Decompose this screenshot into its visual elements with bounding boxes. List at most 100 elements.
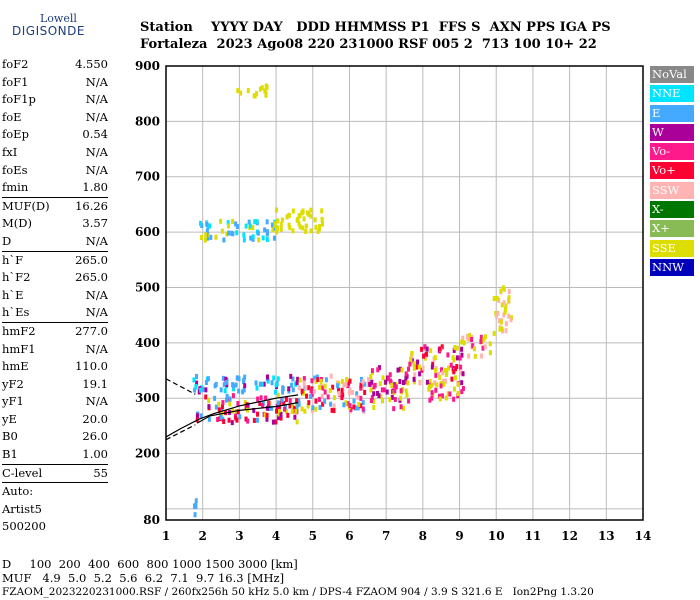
- param-row: D N/A: [2, 233, 108, 252]
- echo-point: [296, 402, 300, 408]
- echo-point: [418, 380, 422, 386]
- echo-point: [244, 223, 248, 229]
- param-value: N/A: [85, 144, 108, 159]
- echo-point: [222, 382, 226, 388]
- echo-point: [227, 223, 231, 229]
- echo-point: [236, 400, 240, 406]
- echo-point: [298, 224, 302, 230]
- echo-point: [200, 234, 204, 240]
- echo-point: [405, 392, 409, 398]
- echo-point: [456, 391, 460, 397]
- echo-point: [461, 371, 465, 377]
- echo-point: [277, 411, 281, 417]
- echo-point: [302, 380, 306, 386]
- echo-point: [192, 377, 196, 383]
- echo-point: [302, 376, 306, 382]
- param-name: 500200: [2, 519, 46, 534]
- echo-point: [437, 393, 441, 399]
- echo-point: [256, 230, 260, 236]
- echo-point: [260, 85, 264, 91]
- echo-point: [438, 346, 442, 352]
- echo-point: [438, 374, 442, 380]
- echo-point: [488, 341, 492, 347]
- echo-point: [494, 313, 498, 319]
- echo-point: [315, 374, 319, 380]
- echo-point: [301, 225, 305, 231]
- echo-point: [500, 326, 504, 332]
- echo-point: [243, 383, 247, 389]
- echo-point: [376, 367, 380, 373]
- echo-point: [336, 383, 340, 389]
- echo-point: [290, 382, 294, 388]
- echo-point: [204, 232, 208, 238]
- echo-point: [304, 228, 308, 234]
- echo-point: [446, 352, 450, 358]
- echo-point: [243, 400, 247, 406]
- echo-point: [294, 408, 298, 414]
- echo-point: [319, 378, 323, 384]
- echo-point: [483, 334, 487, 340]
- dashed-trace-line: [165, 424, 196, 441]
- legend-item: NNW: [650, 258, 694, 276]
- param-name: Auto:: [2, 484, 34, 499]
- echo-point: [295, 398, 299, 404]
- param-row: foF2 4.550: [2, 56, 108, 74]
- echo-point: [246, 402, 250, 408]
- echo-point: [502, 300, 506, 306]
- echo-point: [388, 378, 392, 384]
- echo-point: [440, 344, 444, 350]
- echo-point: [213, 383, 217, 389]
- x-tick-label: 1: [162, 529, 170, 543]
- echo-point: [209, 234, 213, 240]
- echo-point: [267, 405, 271, 411]
- legend: NoVal NNE E W Vo- Vo+ SSW X- X+ SSE NNW: [650, 66, 694, 278]
- echo-point: [265, 237, 269, 243]
- echo-point: [317, 396, 321, 402]
- param-name: foEs: [2, 162, 28, 177]
- echo-point: [274, 382, 278, 388]
- muf-row: MUF 4.9 5.0 5.2 5.6 6.2 7.1 9.7 16.3 [MH…: [2, 571, 285, 585]
- y-tick-label: 700: [135, 170, 160, 184]
- echo-point: [251, 225, 255, 231]
- plot-frame: [165, 65, 644, 521]
- echo-point: [288, 398, 292, 404]
- echo-point: [434, 387, 438, 393]
- echo-point: [396, 367, 400, 373]
- echo-point: [312, 389, 316, 395]
- param-value: 19.1: [82, 376, 108, 391]
- echo-point: [222, 237, 226, 243]
- echo-point: [437, 371, 441, 377]
- echo-point: [238, 414, 242, 420]
- echo-point: [234, 415, 238, 421]
- param-value: N/A: [85, 74, 108, 89]
- echo-point: [244, 416, 248, 422]
- param-row: h`F 265.0: [2, 252, 108, 270]
- echo-point: [281, 389, 285, 395]
- echo-point: [309, 207, 313, 213]
- echo-point: [259, 395, 263, 401]
- echo-point: [393, 397, 397, 403]
- echo-point: [390, 382, 394, 388]
- echo-point: [352, 404, 356, 410]
- echo-point: [495, 295, 499, 301]
- param-row: M(D) 3.57: [2, 215, 108, 233]
- param-name: foEp: [2, 127, 29, 142]
- echo-point: [473, 353, 477, 359]
- param-value: N/A: [85, 394, 108, 409]
- legend-item: X-: [650, 201, 694, 219]
- echo-point: [279, 415, 283, 421]
- echo-point: [231, 393, 235, 399]
- param-name: h`F: [2, 252, 24, 267]
- echo-point: [275, 229, 279, 235]
- echo-point: [276, 218, 280, 224]
- echo-point: [428, 378, 432, 384]
- echo-point: [465, 333, 469, 339]
- echo-point: [488, 350, 492, 356]
- echo-point: [307, 400, 311, 406]
- param-name: B0: [2, 429, 18, 444]
- echo-point: [208, 223, 212, 229]
- echo-point: [265, 229, 269, 235]
- x-tick-label: 11: [525, 529, 542, 543]
- echo-point: [272, 235, 276, 241]
- echo-point: [359, 382, 363, 388]
